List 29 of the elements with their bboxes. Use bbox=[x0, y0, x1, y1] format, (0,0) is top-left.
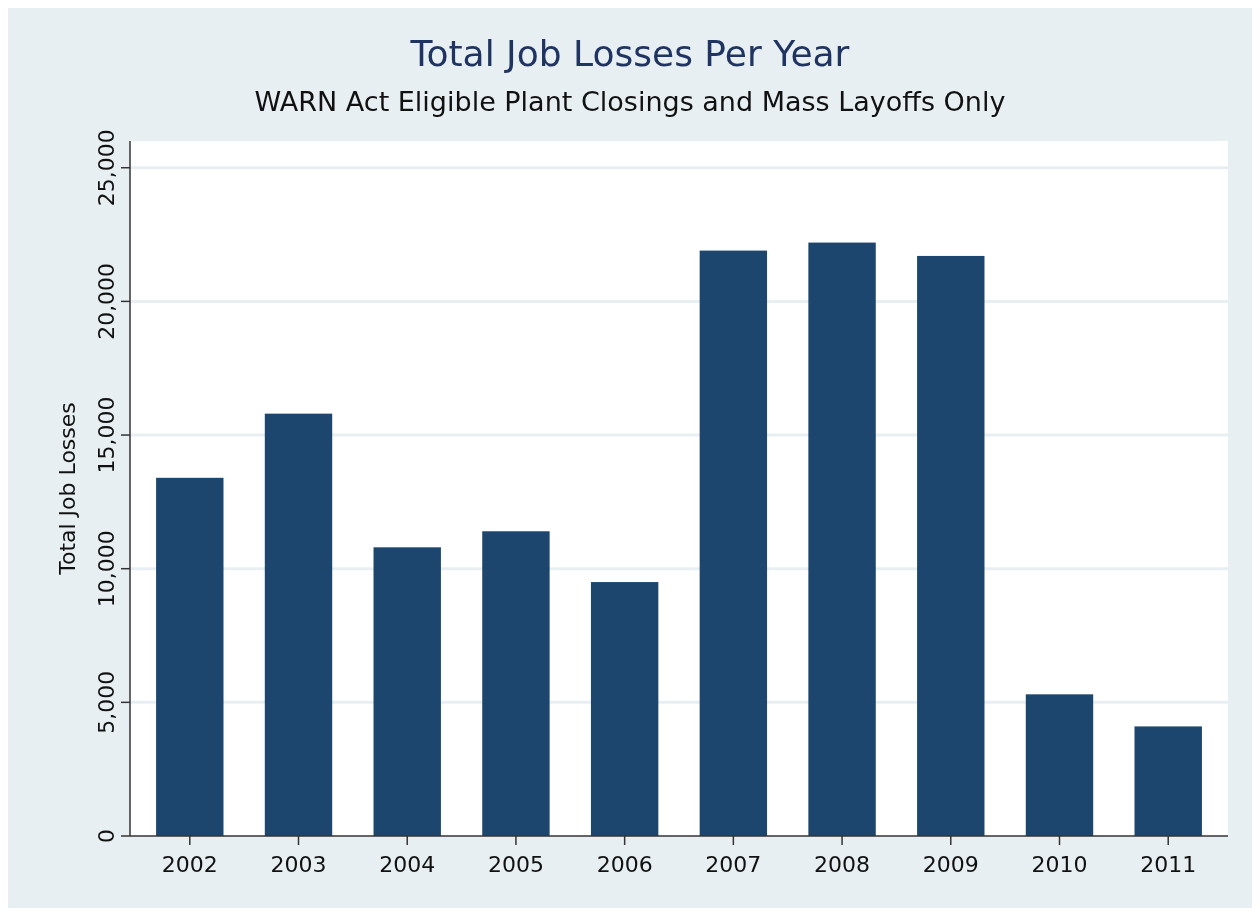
bar bbox=[590, 582, 659, 836]
x-tick-label: 2006 bbox=[596, 852, 653, 877]
bar bbox=[1134, 726, 1202, 836]
bar bbox=[482, 531, 550, 836]
x-tick-label: 2009 bbox=[922, 852, 979, 877]
x-tick-label: 2003 bbox=[270, 852, 327, 877]
bar bbox=[1025, 694, 1094, 836]
y-tick-label: 5,000 bbox=[94, 670, 119, 734]
y-tick-label: 20,000 bbox=[94, 262, 119, 340]
bar bbox=[156, 477, 224, 836]
x-tick-label: 2005 bbox=[487, 852, 544, 877]
chart-subtitle: WARN Act Eligible Plant Closings and Mass Layoffs Only bbox=[254, 86, 1006, 117]
y-tick-label: 25,000 bbox=[94, 129, 119, 207]
bar bbox=[373, 547, 441, 836]
y-tick-label: 15,000 bbox=[94, 396, 119, 474]
x-tick-label: 2008 bbox=[814, 852, 871, 877]
chart-title: Total Job Losses Per Year bbox=[409, 33, 850, 74]
bar bbox=[917, 255, 985, 836]
bar bbox=[808, 242, 876, 836]
x-tick-label: 2007 bbox=[705, 852, 762, 877]
y-tick-label: 0 bbox=[94, 829, 119, 843]
x-tick-label: 2004 bbox=[379, 852, 436, 877]
bar bbox=[699, 250, 768, 836]
y-axis-title: Total Job Losses bbox=[55, 402, 80, 576]
x-tick-label: 2010 bbox=[1031, 852, 1088, 877]
y-tick-label: 10,000 bbox=[94, 530, 119, 608]
x-tick-label: 2002 bbox=[161, 852, 218, 877]
x-tick-label: 2011 bbox=[1140, 852, 1197, 877]
bar bbox=[264, 413, 333, 836]
